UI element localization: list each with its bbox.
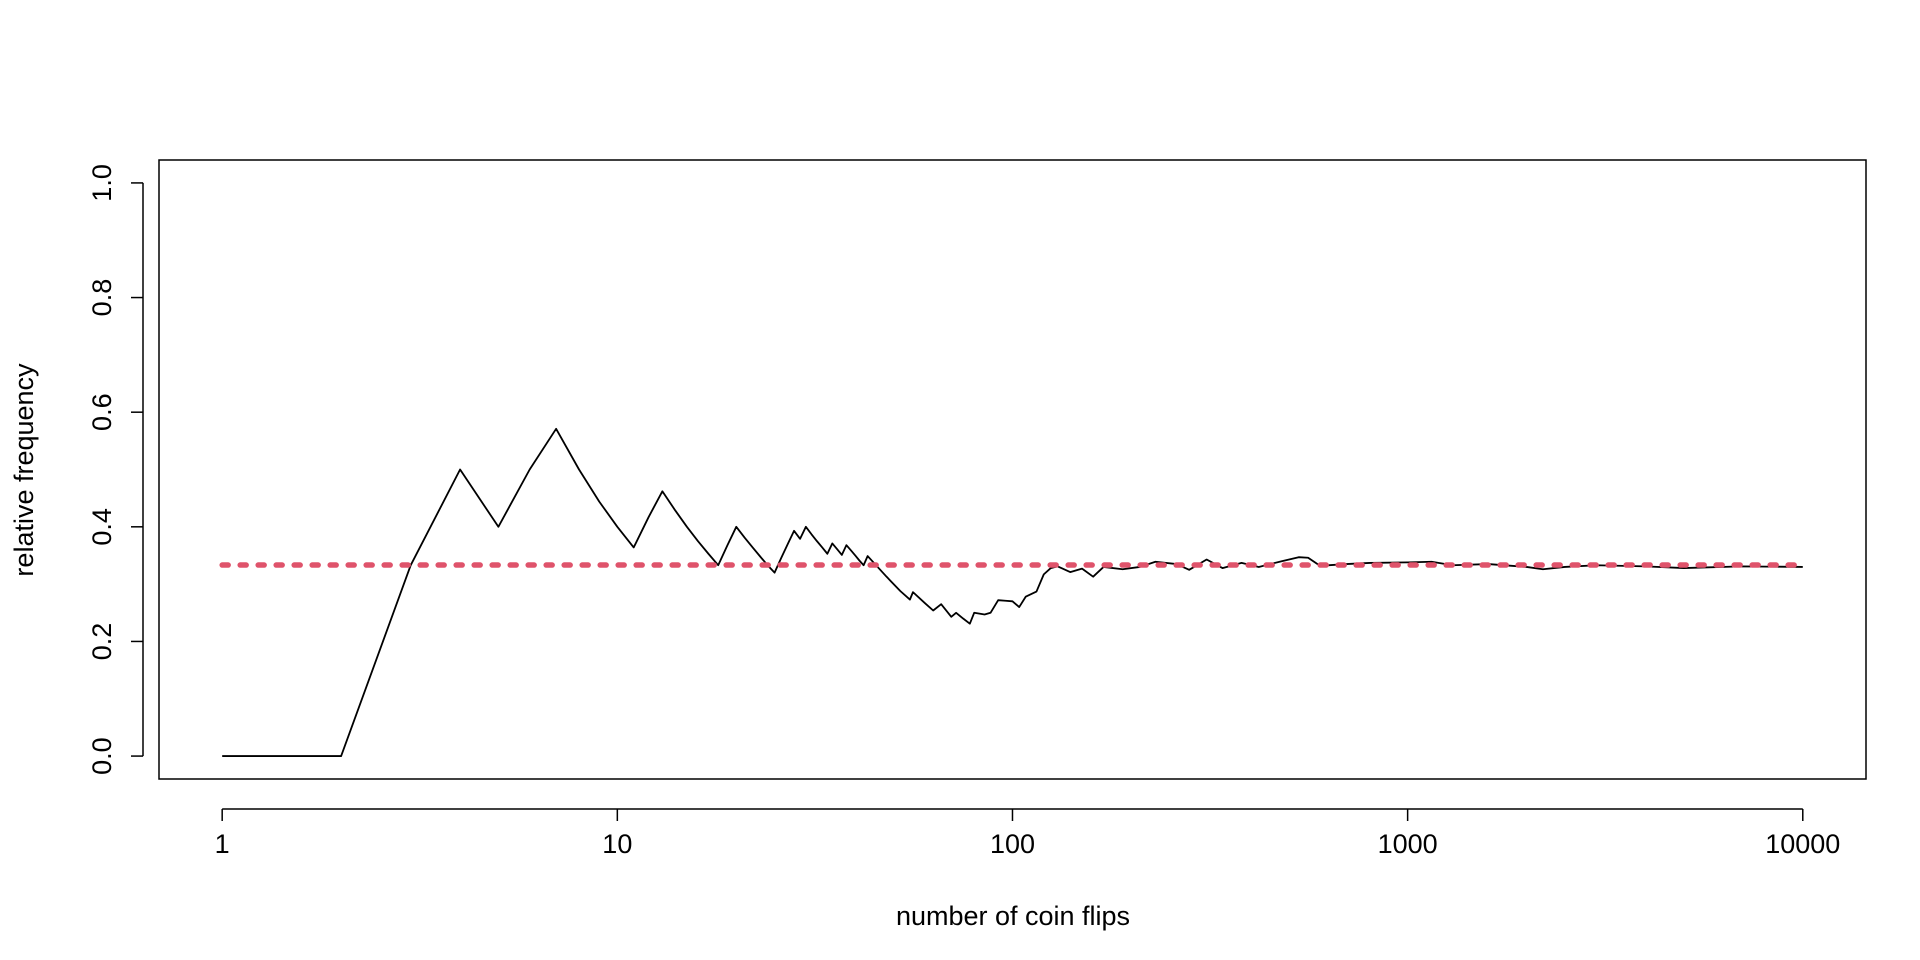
frequency-line bbox=[222, 427, 1803, 757]
x-tick-label: 1000 bbox=[1378, 829, 1438, 859]
x-tick-label: 10000 bbox=[1765, 829, 1840, 859]
x-tick-label: 10 bbox=[602, 829, 632, 859]
y-tick-label: 1.0 bbox=[87, 164, 117, 202]
y-tick-label: 0.6 bbox=[87, 393, 117, 431]
y-tick-label: 0.0 bbox=[87, 737, 117, 775]
plot-frame bbox=[158, 159, 1867, 780]
y-tick-label: 0.2 bbox=[87, 623, 117, 661]
x-axis-title: number of coin flips bbox=[896, 901, 1130, 931]
x-tick-label: 100 bbox=[990, 829, 1035, 859]
x-tick-label: 1 bbox=[215, 829, 230, 859]
y-tick-label: 0.4 bbox=[87, 508, 117, 546]
y-axis-title: relative frequency bbox=[9, 363, 39, 577]
y-tick-label: 0.8 bbox=[87, 279, 117, 317]
